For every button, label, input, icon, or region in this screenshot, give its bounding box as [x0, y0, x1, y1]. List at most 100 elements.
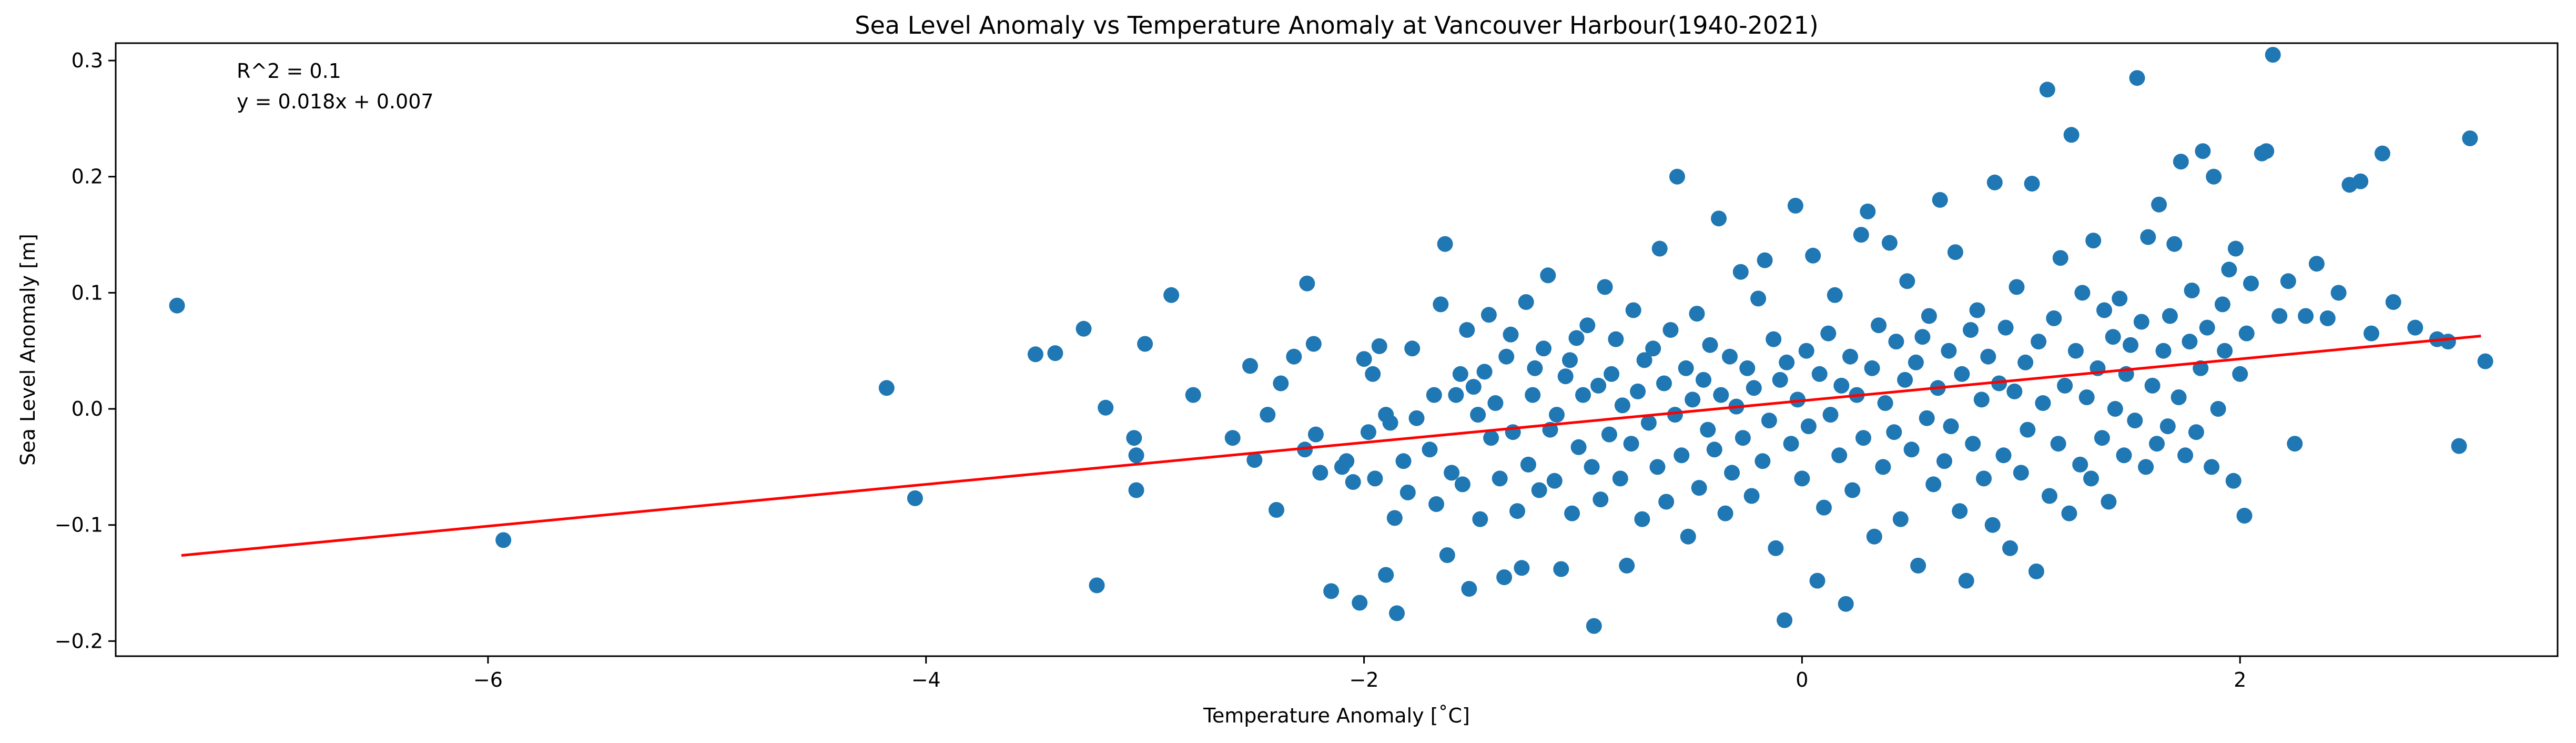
data-point [2140, 229, 2156, 245]
data-point [2258, 143, 2275, 159]
data-point [1678, 360, 1694, 376]
data-point [1472, 511, 1488, 527]
data-point [2017, 354, 2034, 370]
data-point [1656, 375, 1672, 391]
data-point [1844, 482, 1861, 498]
data-point [1536, 340, 1551, 357]
data-point [1943, 418, 1959, 435]
data-point [1947, 244, 1963, 260]
data-point [1564, 505, 1580, 521]
data-point [2057, 377, 2073, 394]
data-point [1838, 596, 1854, 612]
x-tick-label: −2 [1350, 668, 1379, 691]
data-point [2083, 470, 2099, 487]
data-point [1307, 426, 1324, 443]
data-point [1338, 453, 1355, 469]
data-point [1242, 358, 1258, 374]
data-point [1936, 453, 1952, 469]
data-point [1853, 227, 1869, 243]
y-tick-label: −0.1 [55, 514, 103, 537]
data-point [2265, 47, 2281, 63]
data-point [1779, 354, 1795, 370]
data-point [1286, 348, 1302, 365]
data-point [1860, 203, 1876, 219]
data-point [2020, 421, 2036, 438]
data-point [2308, 256, 2325, 272]
data-point [2364, 325, 2379, 342]
data-point [2116, 447, 2132, 464]
data-point [1954, 366, 1970, 382]
data-point [1540, 267, 1556, 284]
data-point [2287, 436, 2303, 452]
data-point [1553, 561, 1569, 577]
data-point [2271, 308, 2288, 324]
data-point [2063, 127, 2080, 143]
data-point [1378, 567, 1394, 583]
data-point [1345, 474, 1361, 490]
data-point [1593, 491, 1609, 508]
data-point [1640, 415, 1657, 431]
data-point [1958, 573, 1974, 589]
y-tick-label: 0.3 [72, 49, 103, 72]
data-point [1128, 482, 1144, 498]
data-point [1426, 387, 1442, 403]
data-point [1575, 387, 1591, 403]
data-point [2133, 314, 2149, 330]
data-point [1667, 407, 1683, 423]
data-point [1761, 413, 1777, 429]
data-point [1525, 387, 1541, 403]
data-point [1724, 465, 1740, 481]
data-point [1777, 612, 1793, 628]
data-point [2107, 401, 2123, 417]
data-point [1439, 547, 1455, 563]
data-point [1428, 496, 1444, 512]
data-point [1757, 252, 1773, 268]
data-point [878, 380, 895, 396]
data-point [1903, 441, 1920, 458]
data-point [1743, 488, 1760, 504]
data-point [2061, 505, 2077, 521]
data-point [1680, 528, 1696, 545]
data-point [2096, 302, 2112, 318]
data-point [2451, 438, 2467, 454]
data-point [1816, 499, 1832, 516]
data-point [1399, 484, 1416, 500]
data-point [1483, 430, 1499, 446]
data-point [1549, 407, 1565, 423]
data-point [2188, 424, 2204, 440]
data-point [2243, 275, 2259, 292]
data-point [1980, 348, 1996, 365]
data-point [1899, 273, 1915, 289]
data-point [1995, 447, 2012, 464]
data-point [1649, 459, 1666, 475]
data-point [1518, 294, 1534, 310]
data-point [2214, 296, 2230, 313]
data-point [1991, 375, 2007, 391]
data-point [1584, 459, 1600, 475]
data-point [2195, 143, 2211, 159]
data-point [1448, 387, 1464, 403]
data-point [2385, 294, 2401, 310]
data-point [1476, 364, 1493, 380]
data-point [1047, 345, 1063, 362]
data-point [1614, 397, 1630, 414]
data-point [2024, 176, 2040, 192]
data-point [1822, 407, 1839, 423]
data-point [1527, 360, 1543, 376]
y-tick-label: 0.0 [72, 397, 103, 420]
y-tick-label: −0.2 [55, 629, 103, 652]
data-point [1754, 453, 1771, 469]
data-point [1514, 560, 1530, 576]
data-point [2009, 279, 2025, 295]
data-point [1422, 441, 1438, 458]
x-tick-label: −6 [473, 668, 503, 691]
data-point [2041, 488, 2057, 504]
data-point [1459, 322, 1475, 338]
data-point [2101, 494, 2117, 510]
data-point [2374, 145, 2390, 162]
x-tick-label: −4 [911, 668, 941, 691]
data-point [1833, 377, 1850, 394]
data-point [1076, 320, 1092, 337]
data-point [2159, 418, 2176, 435]
